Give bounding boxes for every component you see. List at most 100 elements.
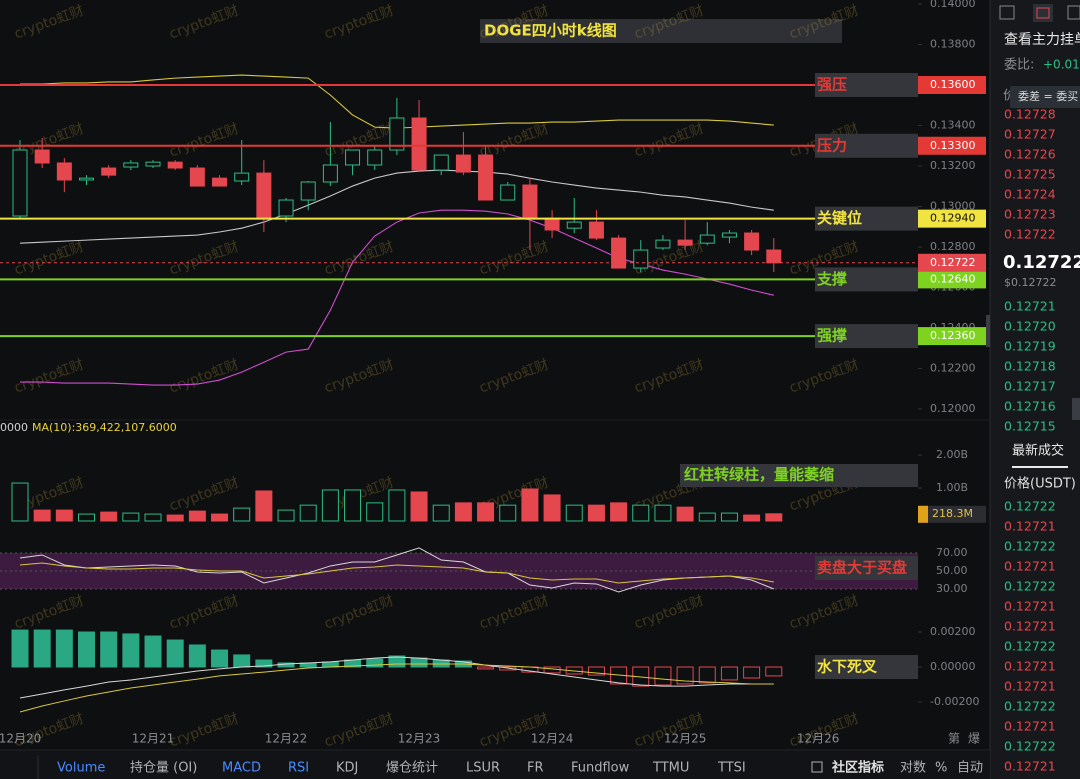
level-tag-label: 0.13600 xyxy=(930,78,976,91)
candle-body xyxy=(189,167,205,187)
trades-title: 最新成交 xyxy=(1012,443,1064,459)
toolbar-tab[interactable]: RSI xyxy=(288,761,309,776)
candle-body xyxy=(145,161,161,167)
ratio-label: 委比: xyxy=(1004,58,1034,73)
macd-annotation: 水下死叉 xyxy=(817,658,878,676)
toolbar-option[interactable]: 对数 xyxy=(900,761,926,776)
panel-icon[interactable] xyxy=(999,5,1015,20)
x-tick-label: 12月24 xyxy=(531,732,574,746)
y-tick-label: 0.13000 xyxy=(930,200,976,213)
volume-bar xyxy=(388,489,406,522)
macd-line xyxy=(19,656,774,699)
candle-body xyxy=(123,162,139,168)
toolbar-tab[interactable]: MACD xyxy=(222,761,261,776)
trade-price: 0.12721 xyxy=(1004,719,1056,734)
candle-body xyxy=(345,149,361,166)
volume-bar xyxy=(654,504,672,522)
annotation-box xyxy=(815,73,918,97)
ask-price: 0.12722 xyxy=(1004,227,1056,242)
trade-price: 0.12722 xyxy=(1004,639,1056,654)
panel-icon[interactable] xyxy=(1067,5,1080,20)
last-price-tag xyxy=(918,253,986,272)
candle-body xyxy=(389,117,405,151)
y-tick-label: 2.00B xyxy=(936,448,968,461)
volume-bar xyxy=(33,509,51,522)
toolbar-tab[interactable]: Fundflow xyxy=(571,761,630,776)
volume-tag-label: 218.3M xyxy=(932,507,973,520)
macd-bar xyxy=(188,644,206,668)
y-tick-label: 0.00200 xyxy=(930,625,976,638)
toolbar-tab[interactable]: 爆仓统计 xyxy=(386,761,438,776)
axis-corner-label: 第 xyxy=(948,732,960,746)
macd-bar xyxy=(122,633,140,668)
y-tick-label: 0.13800 xyxy=(930,38,976,51)
panel-icon-active[interactable] xyxy=(1033,4,1053,22)
macd-bar xyxy=(720,666,738,681)
volume-bar xyxy=(410,491,428,522)
macd-bar xyxy=(654,666,672,686)
volume-bar xyxy=(720,512,738,522)
bid-price: 0.12720 xyxy=(1004,319,1056,334)
y-tick-label: -0.00200 xyxy=(930,695,979,708)
bid-price: 0.12717 xyxy=(1004,379,1056,394)
toolbar-tab[interactable]: TTSI xyxy=(717,761,746,776)
y-tick-label: 0.13200 xyxy=(930,159,976,172)
volume-bar xyxy=(565,504,583,522)
toolbar-tab[interactable]: 持仓量 (OI) xyxy=(130,761,197,776)
volume-bar xyxy=(477,502,495,522)
panel-icon[interactable] xyxy=(1036,7,1050,19)
candle-body xyxy=(699,234,715,244)
x-tick-label: 12月22 xyxy=(265,732,308,746)
ratio-value: +0.01% xyxy=(1043,58,1080,72)
y-tick-label: 0.14000 xyxy=(930,0,976,10)
x-tick-label: 12月26 xyxy=(797,732,840,746)
toolbar-tab[interactable]: TTMU xyxy=(652,761,689,776)
candle-body xyxy=(522,184,538,219)
candle-body xyxy=(433,154,449,171)
trade-price: 0.12722 xyxy=(1004,739,1056,754)
y-tick-label: 0.12800 xyxy=(930,240,976,253)
toolbar-tab[interactable]: Volume xyxy=(57,761,105,776)
toolbar-option[interactable]: 社区指标 xyxy=(831,760,884,776)
level-annotation: 强压 xyxy=(817,76,847,94)
volume-bar xyxy=(144,513,162,522)
toolbar-background xyxy=(0,751,990,779)
level-tag-label: 0.13300 xyxy=(930,139,976,152)
toolbar-option[interactable]: 自动 xyxy=(957,761,983,776)
volume-bar xyxy=(499,504,517,522)
volume-bar xyxy=(188,510,206,522)
toolbar-tab[interactable]: FR xyxy=(527,761,544,776)
ask-price: 0.12724 xyxy=(1004,187,1056,202)
level-annotation: 压力 xyxy=(817,136,847,154)
bid-price: 0.12719 xyxy=(1004,339,1056,354)
annotation-box xyxy=(815,206,918,231)
volume-bar xyxy=(743,514,761,522)
toolbar-option[interactable]: % xyxy=(935,761,947,776)
toolbar-tab[interactable]: KDJ xyxy=(336,761,358,776)
candle-body xyxy=(766,249,782,264)
rsi-line xyxy=(19,562,774,584)
ask-price: 0.12728 xyxy=(1004,107,1056,122)
candle-body xyxy=(79,177,95,181)
axis-corner-label: 爆 xyxy=(968,732,980,746)
volume-bar xyxy=(676,506,694,522)
x-tick-label: 12月23 xyxy=(398,732,441,746)
level-annotation: 支撑 xyxy=(816,270,847,288)
candle-body xyxy=(167,161,183,169)
annotation-box xyxy=(815,267,918,292)
volume-bar xyxy=(521,488,539,522)
scroll-handle[interactable] xyxy=(1072,398,1080,420)
side-panel xyxy=(990,0,1080,779)
candle-body xyxy=(256,172,272,219)
candle-body xyxy=(744,232,760,251)
volume-bar xyxy=(166,514,184,522)
candle-body xyxy=(500,184,516,201)
scroll-handle[interactable] xyxy=(986,315,990,347)
candle-body xyxy=(588,221,604,239)
macd-bar xyxy=(233,654,251,668)
level-tag xyxy=(918,136,986,155)
candle-body xyxy=(300,181,316,201)
volume-bar xyxy=(277,509,295,522)
toolbar-tab[interactable]: LSUR xyxy=(466,761,500,776)
trade-price: 0.12721 xyxy=(1004,559,1056,574)
